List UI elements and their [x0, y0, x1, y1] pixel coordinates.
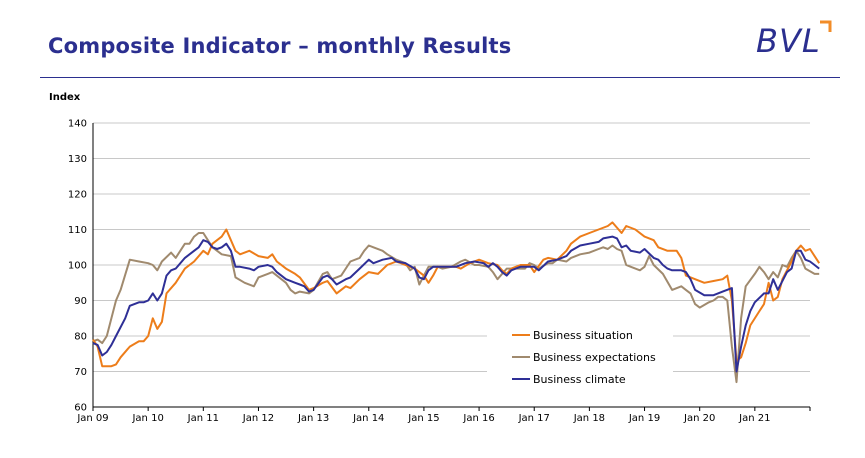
logo-accent-mark-icon — [820, 20, 832, 32]
page-title: Composite Indicator – monthly Results — [48, 34, 512, 58]
x-tick-label: Jan 21 — [738, 413, 770, 424]
legend-label: Business expectations — [533, 351, 656, 364]
x-tick-label: Jan 19 — [628, 413, 660, 424]
grid-lines — [93, 122, 810, 372]
x-tick-label: Jan 11 — [187, 413, 219, 424]
x-tick-label: Jan 13 — [297, 413, 329, 424]
x-tick-label: Jan 15 — [407, 413, 439, 424]
legend-label: Business situation — [533, 329, 633, 342]
bvl-logo: BVL — [756, 16, 838, 64]
series-line-business-situation — [92, 221, 821, 368]
legend: Business situation Business expectations B… — [487, 322, 673, 388]
axes: 60 70 80 90 100 110 120 130 140 Jan 09 Jan 10 Jan 1… — [68, 119, 811, 424]
title-divider — [40, 77, 840, 78]
y-tick-label: 140 — [68, 119, 87, 130]
y-tick-label: 110 — [68, 225, 87, 236]
series-line-business-climate — [92, 235, 820, 373]
y-tick-label: 100 — [68, 261, 87, 272]
x-tick-label: Jan 12 — [242, 413, 274, 424]
x-tick-label: Jan 10 — [131, 413, 163, 424]
legend-box — [487, 322, 673, 388]
x-tick-label: Jan 17 — [518, 413, 550, 424]
x-tick-label: Jan 09 — [76, 413, 108, 424]
y-tick-label: 70 — [74, 367, 87, 378]
logo-text: BVL — [756, 22, 821, 60]
y-axis-label: Index — [49, 92, 81, 103]
x-tick-label: Jan 18 — [573, 413, 605, 424]
x-tick-label: Jan 14 — [352, 413, 384, 424]
series-lines — [92, 221, 821, 384]
y-tick-label: 80 — [74, 332, 87, 343]
y-tick-label: 60 — [74, 403, 87, 414]
series-line-business-expectations — [92, 232, 820, 384]
x-tick-label: Jan 20 — [683, 413, 715, 424]
y-tick-label: 120 — [68, 190, 87, 201]
legend-label: Business climate — [533, 373, 626, 386]
y-tick-label: 130 — [68, 154, 87, 165]
x-tick-label: Jan 16 — [462, 413, 494, 424]
y-tick-label: 90 — [74, 296, 87, 307]
